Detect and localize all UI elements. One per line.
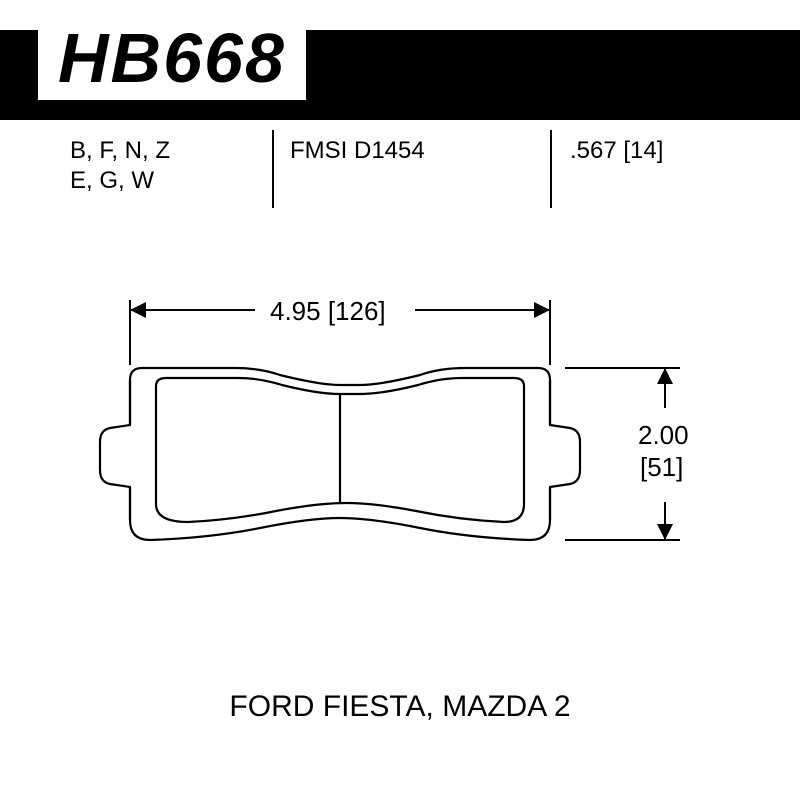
pad-outline <box>60 290 740 630</box>
spec-fmsi: FMSI D1454 <box>290 136 530 166</box>
spec-thickness: .567 [14] <box>570 136 750 166</box>
divider-1 <box>272 130 274 208</box>
divider-2 <box>550 130 552 208</box>
vehicle-application: FORD FIESTA, MAZDA 2 <box>0 690 800 724</box>
part-number: HB668 <box>58 18 286 98</box>
part-number-box: HB668 <box>38 12 306 100</box>
pad-diagram: 4.95 [126] 2.00 [51] <box>60 290 740 630</box>
codes-line1: B, F, N, Z <box>70 136 250 166</box>
spec-codes: B, F, N, Z E, G, W <box>70 136 250 196</box>
spec-row: B, F, N, Z E, G, W FMSI D1454 .567 [14] <box>60 130 740 210</box>
codes-line2: E, G, W <box>70 166 250 196</box>
spec-sheet: HB668 B, F, N, Z E, G, W FMSI D1454 .567… <box>0 0 800 800</box>
